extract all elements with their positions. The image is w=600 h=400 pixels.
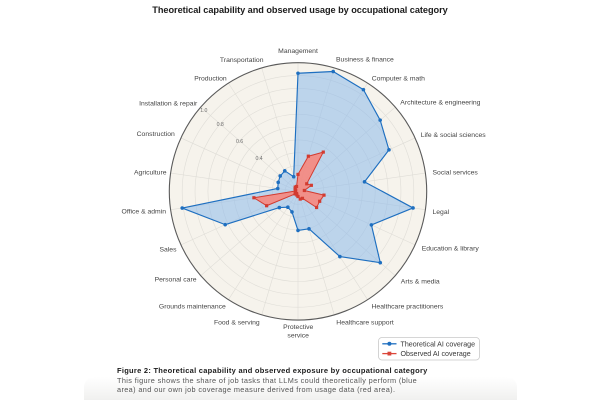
svg-text:0.4: 0.4 bbox=[255, 156, 262, 162]
svg-text:Food & serving: Food & serving bbox=[214, 320, 260, 327]
svg-text:Education & library: Education & library bbox=[422, 246, 480, 253]
svg-text:service: service bbox=[287, 333, 309, 340]
svg-text:1.0: 1.0 bbox=[200, 108, 207, 114]
svg-text:Computer & math: Computer & math bbox=[372, 76, 425, 83]
svg-text:0.6: 0.6 bbox=[236, 139, 243, 145]
svg-text:Agriculture: Agriculture bbox=[134, 170, 167, 177]
svg-text:Production: Production bbox=[194, 76, 227, 83]
svg-text:Architecture & engineering: Architecture & engineering bbox=[400, 100, 480, 107]
svg-text:Sales: Sales bbox=[159, 247, 177, 254]
svg-text:Office & admin: Office & admin bbox=[122, 209, 167, 216]
svg-text:Observed AI coverage: Observed AI coverage bbox=[401, 350, 471, 358]
svg-text:Installation & repair: Installation & repair bbox=[139, 101, 198, 108]
svg-text:Legal: Legal bbox=[433, 209, 450, 216]
svg-text:Business & finance: Business & finance bbox=[336, 57, 394, 64]
svg-text:Transportation: Transportation bbox=[220, 57, 264, 64]
svg-text:0.8: 0.8 bbox=[217, 122, 224, 128]
svg-text:Social services: Social services bbox=[433, 170, 479, 177]
svg-text:Life & social sciences: Life & social sciences bbox=[421, 132, 487, 139]
svg-text:Personal care: Personal care bbox=[155, 277, 197, 284]
svg-text:Healthcare support: Healthcare support bbox=[336, 320, 394, 327]
svg-text:Arts & media: Arts & media bbox=[401, 278, 440, 285]
svg-text:Healthcare practitioners: Healthcare practitioners bbox=[372, 304, 444, 311]
svg-text:Grounds maintenance: Grounds maintenance bbox=[159, 304, 226, 311]
svg-text:Construction: Construction bbox=[137, 131, 175, 138]
svg-text:Protective: Protective bbox=[283, 324, 313, 331]
svg-text:Management: Management bbox=[278, 48, 318, 55]
svg-text:Theoretical AI coverage: Theoretical AI coverage bbox=[401, 340, 476, 348]
